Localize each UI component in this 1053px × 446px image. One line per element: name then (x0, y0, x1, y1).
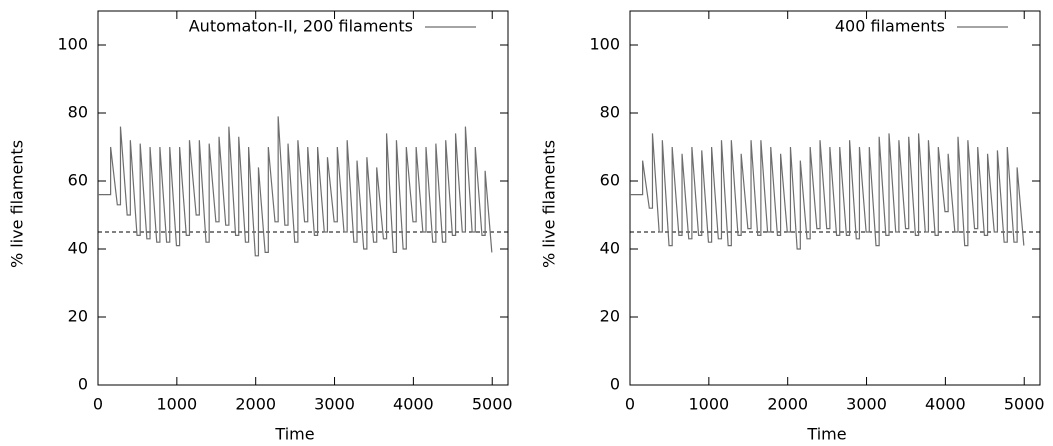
x-tick-label: 3000 (314, 395, 355, 414)
x-tick-label: 0 (93, 395, 103, 414)
y-tick-label: 80 (68, 103, 88, 122)
y-axis-label: % live filaments (540, 140, 559, 268)
y-tick-label: 100 (589, 35, 620, 54)
x-tick-label: 2000 (767, 395, 808, 414)
x-axis-label: Time (274, 425, 314, 444)
x-tick-label: 3000 (846, 395, 887, 414)
data-line (98, 116, 493, 257)
legend-label: 400 filaments (835, 17, 945, 36)
data-line (630, 133, 1025, 250)
y-tick-label: 60 (600, 171, 620, 190)
y-tick-label: 20 (600, 307, 620, 326)
plot-frame (629, 10, 1041, 386)
x-tick-label: 4000 (393, 395, 434, 414)
y-tick-label: 60 (68, 171, 88, 190)
x-tick-label: 1000 (156, 395, 197, 414)
y-tick-label: 20 (68, 307, 88, 326)
y-tick-label: 80 (600, 103, 620, 122)
x-tick-label: 0 (625, 395, 635, 414)
y-tick-label: 0 (610, 375, 620, 394)
y-tick-label: 40 (68, 239, 88, 258)
legend-label: Automaton-II, 200 filaments (189, 17, 413, 36)
x-axis-label: Time (806, 425, 846, 444)
plot-frame (97, 10, 509, 386)
y-tick-label: 0 (78, 375, 88, 394)
x-tick-label: 1000 (688, 395, 729, 414)
y-tick-label: 40 (600, 239, 620, 258)
y-axis-label: % live filaments (8, 140, 27, 268)
y-tick-label: 100 (57, 35, 88, 54)
x-tick-label: 2000 (235, 395, 276, 414)
x-tick-label: 5000 (1004, 395, 1045, 414)
x-tick-label: 5000 (472, 395, 513, 414)
x-tick-label: 4000 (925, 395, 966, 414)
